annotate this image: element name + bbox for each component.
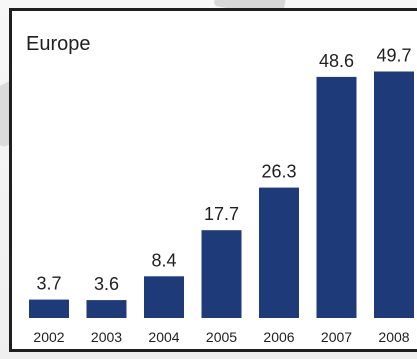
bar-2007 <box>317 77 357 318</box>
bar-2002 <box>29 300 69 318</box>
bar-2004 <box>144 276 184 318</box>
value-label-2003: 3.6 <box>94 274 119 294</box>
value-label-2008: 49.7 <box>376 46 411 66</box>
value-label-2006: 26.3 <box>261 162 296 182</box>
chart-title: Europe <box>26 33 91 55</box>
bar-2003 <box>87 300 127 318</box>
x-tick-label-2006: 2006 <box>263 329 294 345</box>
value-label-2002: 3.7 <box>36 274 61 294</box>
x-tick-label-2004: 2004 <box>148 329 179 345</box>
x-tick-label-2008: 2008 <box>378 329 409 345</box>
value-label-2004: 8.4 <box>151 250 176 270</box>
bar-2006 <box>259 188 299 318</box>
bar-2008 <box>374 72 414 319</box>
x-tick-label-2005: 2005 <box>206 329 237 345</box>
x-tick-label-2007: 2007 <box>321 329 352 345</box>
x-tick-label-2002: 2002 <box>33 329 64 345</box>
x-tick-label-2003: 2003 <box>91 329 122 345</box>
bar-2005 <box>202 230 242 318</box>
value-label-2005: 17.7 <box>204 204 239 224</box>
value-label-2007: 48.6 <box>319 51 354 71</box>
x-tick-labels-group: 2002 2003 2004 2005 2006 2007 2008 <box>33 329 409 345</box>
bars-group <box>29 72 414 319</box>
